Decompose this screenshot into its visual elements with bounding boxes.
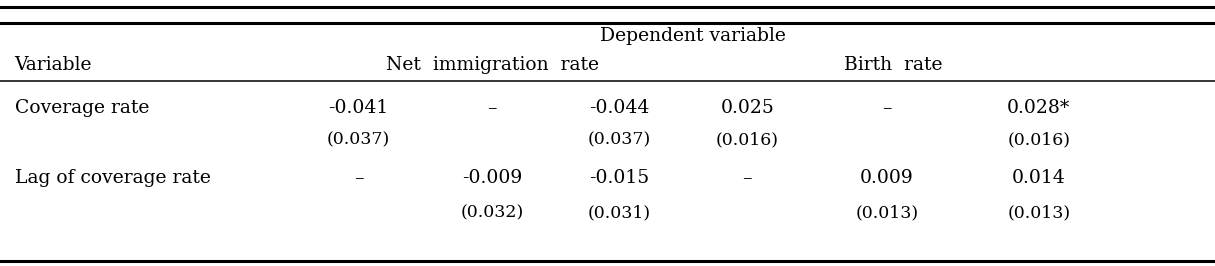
Text: -0.044: -0.044 bbox=[589, 99, 650, 117]
Text: 0.014: 0.014 bbox=[1012, 169, 1066, 187]
Text: (0.032): (0.032) bbox=[460, 204, 524, 221]
Text: (0.031): (0.031) bbox=[588, 204, 651, 221]
Text: (0.016): (0.016) bbox=[1007, 131, 1070, 148]
Text: Coverage rate: Coverage rate bbox=[15, 99, 149, 117]
Text: (0.013): (0.013) bbox=[1007, 204, 1070, 221]
Text: 0.028*: 0.028* bbox=[1007, 99, 1070, 117]
Text: (0.013): (0.013) bbox=[855, 204, 919, 221]
Text: (0.037): (0.037) bbox=[588, 131, 651, 148]
Text: -0.009: -0.009 bbox=[462, 169, 522, 187]
Text: –: – bbox=[742, 169, 752, 187]
Text: Dependent variable: Dependent variable bbox=[600, 27, 785, 45]
Text: (0.037): (0.037) bbox=[327, 131, 390, 148]
Text: Net  immigration  rate: Net immigration rate bbox=[385, 56, 599, 74]
Text: -0.041: -0.041 bbox=[328, 99, 389, 117]
Text: (0.016): (0.016) bbox=[716, 131, 779, 148]
Text: -0.015: -0.015 bbox=[589, 169, 650, 187]
Text: 0.025: 0.025 bbox=[720, 99, 774, 117]
Text: –: – bbox=[354, 169, 363, 187]
Text: Birth  rate: Birth rate bbox=[843, 56, 943, 74]
Text: –: – bbox=[882, 99, 892, 117]
Text: Variable: Variable bbox=[15, 56, 92, 74]
Text: –: – bbox=[487, 99, 497, 117]
Text: Lag of coverage rate: Lag of coverage rate bbox=[15, 169, 210, 187]
Text: 0.009: 0.009 bbox=[860, 169, 914, 187]
